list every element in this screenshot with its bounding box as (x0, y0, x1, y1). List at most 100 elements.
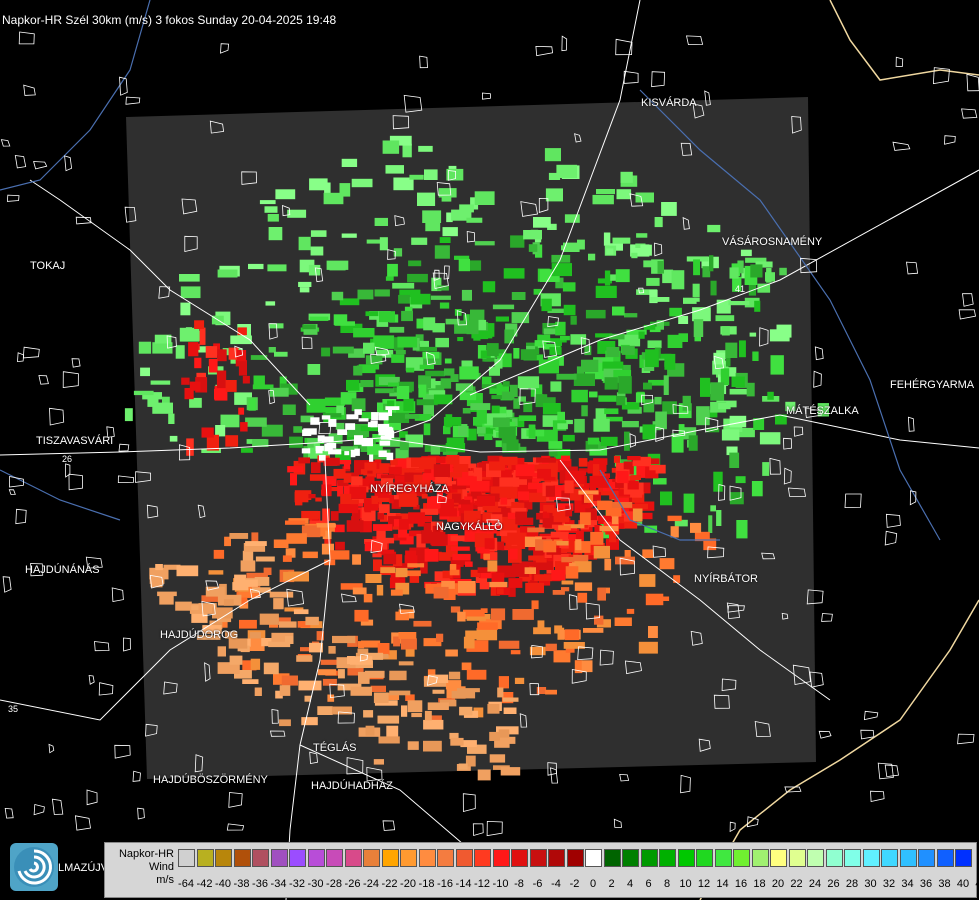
settlement-outline (9, 476, 24, 488)
green-echo-cell (528, 424, 536, 439)
green-echo-cell (615, 269, 630, 283)
green-echo-cell (584, 345, 592, 356)
green-echo-cell (442, 227, 458, 237)
green-echo-cell (596, 358, 603, 363)
green-echo-cell (692, 283, 700, 298)
green-echo-cell (556, 164, 578, 178)
settlement-outline (314, 267, 324, 283)
peach-echo-cell (242, 550, 254, 561)
green-echo-cell (523, 401, 533, 413)
green-echo-cell (608, 274, 620, 281)
orange-echo-cell (558, 525, 571, 531)
green-echo-cell (376, 349, 394, 358)
orange-echo-cell (273, 539, 289, 548)
red-echo-cell (432, 525, 441, 537)
legend-tick-label: -2 (569, 878, 580, 890)
green-echo-cell (571, 389, 588, 403)
red-echo-cell (464, 510, 481, 523)
peach-echo-cell (198, 603, 217, 613)
green-echo-cell (353, 328, 375, 338)
settlement-outline (672, 429, 686, 437)
green-echo-cell (303, 324, 318, 335)
settlement-outline (638, 287, 645, 294)
red-echo-cell (420, 508, 439, 515)
green-echo-cell (518, 415, 537, 421)
settlement-outline (359, 653, 368, 662)
green-echo-cell (744, 297, 760, 308)
orange-echo-cell (398, 632, 417, 639)
red-echo-cell (422, 473, 436, 481)
settlement-outline (652, 545, 667, 558)
peach-echo-cell (191, 612, 208, 623)
settlement-outline (249, 588, 261, 600)
red-echo-cell (542, 511, 550, 519)
wind-echo-field (124, 135, 829, 781)
red-echo-cell (627, 456, 641, 461)
peach-echo-cell (502, 697, 519, 702)
green-echo-cell (551, 263, 572, 277)
zero-velocity-cell (345, 423, 356, 430)
settlement-outline (793, 426, 804, 437)
road-line (0, 0, 641, 456)
green-echo-cell (267, 214, 279, 222)
settlement-outline (958, 309, 976, 320)
orange-echo-cell (545, 689, 557, 695)
green-echo-cell (636, 289, 658, 295)
settlement-outline (135, 471, 152, 483)
green-echo-cell (393, 177, 414, 191)
green-echo-cell (739, 340, 746, 358)
green-echo-cell (431, 277, 442, 292)
green-echo-cell (661, 202, 677, 216)
orange-echo-cell (286, 533, 307, 544)
red-echo-cell (643, 458, 660, 465)
red-echo-cell (442, 570, 453, 579)
green-echo-cell (587, 437, 600, 445)
red-echo-cell (624, 475, 636, 483)
peach-echo-cell (254, 687, 262, 696)
city-label-hajduboszormeny: HAJDÚBÖSZÖRMÉNY (153, 774, 268, 786)
settlement-outline (707, 546, 725, 559)
green-echo-cell (548, 449, 558, 457)
orange-echo-cell (527, 527, 545, 533)
orange-echo-cell (405, 694, 415, 701)
red-echo-cell (333, 524, 345, 533)
green-echo-cell (423, 403, 434, 417)
red-echo-cell (609, 530, 617, 543)
red-echo-cell (452, 554, 471, 561)
settlement-outline (86, 789, 98, 806)
green-echo-cell (654, 217, 663, 228)
settlement-outline (382, 820, 396, 831)
orange-echo-cell (246, 638, 265, 651)
settlement-outline (809, 671, 824, 688)
zero-velocity-cell (321, 436, 334, 443)
red-echo-cell (591, 492, 601, 501)
settlement-outline (98, 682, 114, 696)
green-echo-cell (379, 311, 395, 323)
red-echo-cell (446, 455, 460, 465)
green-echo-cell (721, 326, 730, 336)
red-echo-cell (238, 360, 247, 376)
green-echo-cell (253, 375, 265, 387)
green-echo-cell (416, 318, 426, 329)
settlement-outline (462, 793, 476, 813)
green-echo-cell (279, 376, 287, 388)
green-echo-cell (779, 267, 787, 276)
green-echo-cell (643, 399, 655, 413)
green-echo-cell (547, 308, 569, 313)
settlement-outline (6, 194, 20, 202)
red-echo-cell (382, 537, 395, 544)
green-echo-cell (686, 256, 709, 262)
orange-echo-cell (581, 660, 593, 673)
legend-title-line: Wind (148, 861, 174, 873)
orange-echo-cell (531, 600, 539, 610)
peach-echo-cell (487, 703, 500, 714)
zero-velocity-cell (386, 452, 394, 461)
red-echo-cell (470, 569, 480, 578)
legend-color-cell (733, 849, 750, 867)
orange-echo-cell (604, 558, 612, 571)
legend-color-cell (344, 849, 362, 867)
red-echo-cell (301, 510, 319, 520)
settlement-outline (561, 35, 568, 52)
green-echo-cell (443, 417, 462, 426)
peach-echo-cell (279, 621, 297, 628)
